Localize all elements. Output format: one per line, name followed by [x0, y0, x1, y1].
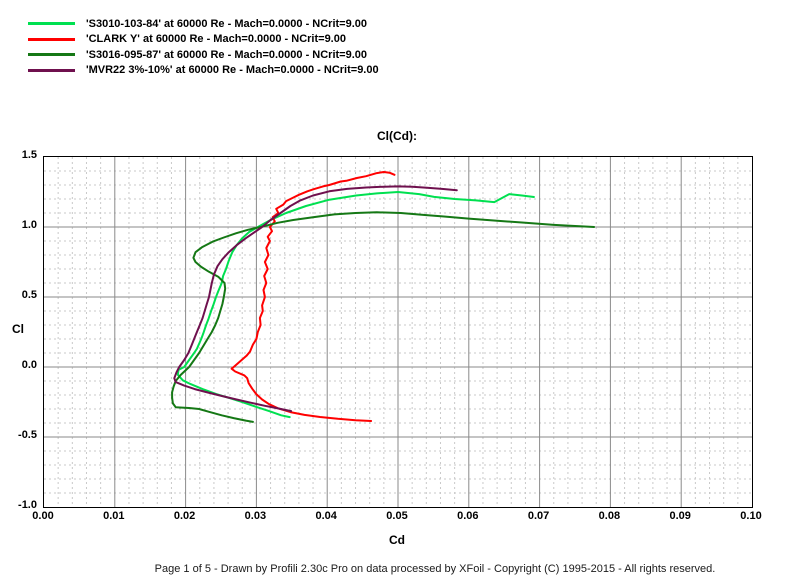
chart-title: Cl(Cd):	[377, 129, 417, 143]
legend: 'S3010-103-84' at 60000 Re - Mach=0.0000…	[28, 16, 379, 78]
y-tick-label: 0.0	[21, 359, 37, 371]
series-line-swatch	[28, 22, 75, 26]
y-tick-label: -1.0	[18, 499, 37, 511]
plot-area	[43, 156, 753, 508]
x-tick-label: 0.06	[457, 510, 479, 522]
x-tick-label: 0.04	[315, 510, 337, 522]
footer-text: Page 1 of 5 - Drawn by Profili 2.30c Pro…	[154, 563, 716, 575]
legend-item: 'S3010-103-84' at 60000 Re - Mach=0.0000…	[28, 16, 379, 32]
y-tick-label: 0.5	[21, 289, 37, 301]
series-curve-CLARK Y	[230, 171, 396, 422]
legend-item-label: 'MVR22 3%-10%' at 60000 Re - Mach=0.0000…	[86, 64, 379, 77]
x-tick-label: 0.09	[669, 510, 691, 522]
y-tick-label: -0.5	[18, 429, 37, 441]
series-line-swatch	[28, 53, 75, 57]
y-tick-label: 1.0	[21, 219, 37, 231]
x-tick-label: 0.08	[598, 510, 621, 522]
legend-item-label: 'S3010-103-84' at 60000 Re - Mach=0.0000…	[86, 17, 368, 30]
x-axis-label: Cd	[389, 533, 405, 547]
series-curve-MVR22 3%-10%	[173, 185, 458, 413]
x-tick-label: 0.10	[740, 510, 762, 522]
series-curve-S3010-103-84	[176, 191, 535, 419]
y-tick-label: 1.5	[21, 149, 37, 161]
legend-item: 'S3016-095-87' at 60000 Re - Mach=0.0000…	[28, 47, 379, 63]
legend-item-label: 'S3016-095-87' at 60000 Re - Mach=0.0000…	[86, 48, 368, 61]
series-line-swatch	[28, 37, 75, 41]
y-axis-label: Cl	[12, 322, 24, 336]
legend-item-label: 'CLARK Y' at 60000 Re - Mach=0.0000 - NC…	[86, 33, 346, 46]
series-line-swatch	[28, 68, 75, 72]
x-tick-label: 0.03	[244, 510, 267, 522]
x-tick-label: 0.02	[173, 510, 196, 522]
plot-svg	[44, 157, 752, 507]
x-tick-label: 0.01	[103, 510, 125, 522]
x-tick-label: 0.05	[386, 510, 408, 522]
legend-item: 'MVR22 3%-10%' at 60000 Re - Mach=0.0000…	[28, 63, 379, 79]
x-tick-label: 0.07	[527, 510, 550, 522]
series-curve-S3016-095-87	[171, 211, 596, 423]
legend-item: 'CLARK Y' at 60000 Re - Mach=0.0000 - NC…	[28, 32, 379, 48]
x-tick-label: 0.00	[32, 510, 54, 522]
